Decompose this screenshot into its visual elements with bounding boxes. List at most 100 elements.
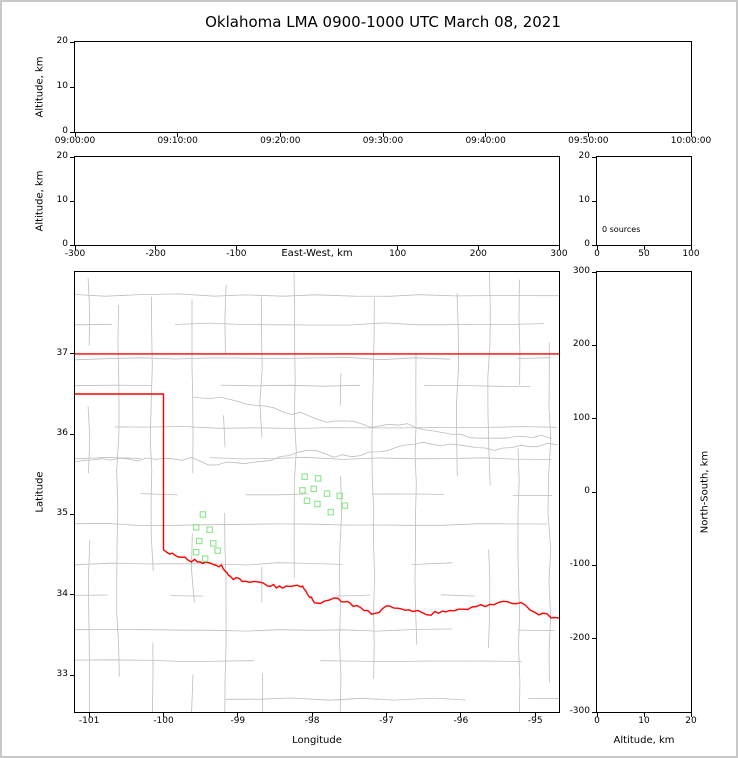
- tick-label: 20: [56, 151, 68, 162]
- source-count-panel: [596, 156, 692, 246]
- tick-mark: [592, 564, 596, 566]
- tick-mark: [70, 41, 74, 43]
- tick-label: -200: [569, 632, 590, 643]
- tick-label: -98: [304, 716, 320, 726]
- figure-title: Oklahoma LMA 0900-1000 UTC March 08, 202…: [205, 13, 561, 31]
- tick-label: -96: [453, 716, 469, 726]
- tick-mark: [70, 156, 74, 158]
- station-marker: [214, 547, 221, 554]
- tick-label: -101: [78, 716, 100, 726]
- tick-label: 09:10:00: [157, 136, 198, 146]
- tick-label: 09:50:00: [568, 136, 609, 146]
- tick-mark: [70, 513, 74, 515]
- state-boundary-oklahoma: [75, 353, 559, 619]
- tick-mark: [592, 244, 596, 246]
- tick-label: 0: [62, 126, 68, 137]
- tick-label: 10: [56, 81, 68, 92]
- tick-mark: [690, 713, 692, 717]
- tick-mark: [162, 713, 164, 717]
- tick-label: 37: [56, 347, 68, 358]
- tick-mark: [596, 713, 598, 717]
- tick-mark: [237, 713, 239, 717]
- map-ylabel: Latitude: [34, 471, 46, 513]
- source-count-annotation: 0 sources: [602, 225, 641, 234]
- tick-mark: [643, 713, 645, 717]
- tick-label: 35: [56, 508, 68, 519]
- tick-label: 100: [682, 249, 700, 259]
- tick-label: 300: [550, 249, 568, 259]
- tick-label: -100: [569, 559, 590, 570]
- station-marker: [303, 497, 311, 505]
- river-lines: [75, 396, 558, 466]
- tick-mark: [587, 133, 589, 137]
- tick-label: 20: [56, 36, 68, 47]
- tick-label: 100: [389, 249, 407, 259]
- map-canvas: [75, 272, 559, 712]
- tick-label: 33: [56, 669, 68, 680]
- tick-mark: [592, 418, 596, 420]
- tick-mark: [177, 133, 179, 137]
- tick-label: 10: [578, 195, 590, 206]
- tick-mark: [690, 133, 692, 137]
- tick-label: 09:30:00: [362, 136, 404, 146]
- ns-panel-ylabel-right: North-South, km: [699, 450, 711, 534]
- tick-label: -99: [230, 716, 246, 726]
- station-marker: [323, 490, 331, 497]
- station-marker: [195, 537, 203, 545]
- tick-mark: [643, 246, 645, 250]
- tick-mark: [70, 244, 74, 246]
- station-marker: [336, 492, 343, 500]
- ew-panel-ylabel: Altitude, km: [34, 170, 46, 232]
- station-marker: [199, 511, 207, 518]
- tick-mark: [397, 246, 399, 250]
- tick-label: 0: [62, 239, 68, 250]
- tick-mark: [279, 133, 281, 137]
- tick-mark: [155, 246, 157, 250]
- tick-mark: [70, 200, 74, 202]
- east-west-height-panel: [74, 156, 560, 246]
- station-marker: [192, 524, 200, 531]
- station-marker: [301, 473, 308, 480]
- ew-panel-xlabel: East-West, km: [281, 248, 353, 259]
- station-marker: [299, 487, 306, 494]
- tick-mark: [477, 246, 479, 250]
- ns-panel-xlabel: Altitude, km: [613, 735, 675, 746]
- tick-mark: [592, 156, 596, 158]
- tick-label: 09:20:00: [260, 136, 301, 146]
- tick-mark: [70, 353, 74, 355]
- time-panel-ylabel: Altitude, km: [34, 56, 46, 118]
- tick-label: 10: [638, 716, 650, 726]
- lma-station-markers: [192, 473, 349, 562]
- tick-label: 10:00:00: [670, 136, 712, 146]
- tick-mark: [690, 246, 692, 250]
- map-xlabel: Longitude: [292, 735, 342, 746]
- station-marker: [341, 502, 349, 509]
- tick-mark: [596, 246, 598, 250]
- plan-view-map-panel: [74, 271, 560, 713]
- tick-mark: [592, 638, 596, 640]
- tick-mark: [382, 133, 384, 137]
- tick-label: 300: [572, 266, 590, 277]
- tick-label: 200: [572, 339, 590, 350]
- station-marker: [327, 508, 335, 516]
- tick-mark: [74, 133, 76, 137]
- tick-mark: [70, 433, 74, 435]
- tick-label: 100: [572, 412, 590, 423]
- tick-label: -100: [226, 249, 247, 259]
- station-marker: [210, 540, 217, 547]
- tick-label: 200: [469, 249, 487, 259]
- county-boundaries: [75, 272, 559, 712]
- tick-mark: [311, 713, 313, 717]
- tick-label: 0: [584, 239, 590, 250]
- tick-mark: [592, 344, 596, 346]
- tick-mark: [235, 246, 237, 250]
- station-marker: [314, 500, 321, 508]
- station-marker: [314, 475, 322, 482]
- tick-label: 10: [56, 195, 68, 206]
- tick-label: 20: [685, 716, 697, 726]
- tick-label: 0: [594, 249, 600, 259]
- tick-label: 09:40:00: [465, 136, 506, 146]
- station-marker: [310, 485, 317, 493]
- tick-mark: [70, 131, 74, 133]
